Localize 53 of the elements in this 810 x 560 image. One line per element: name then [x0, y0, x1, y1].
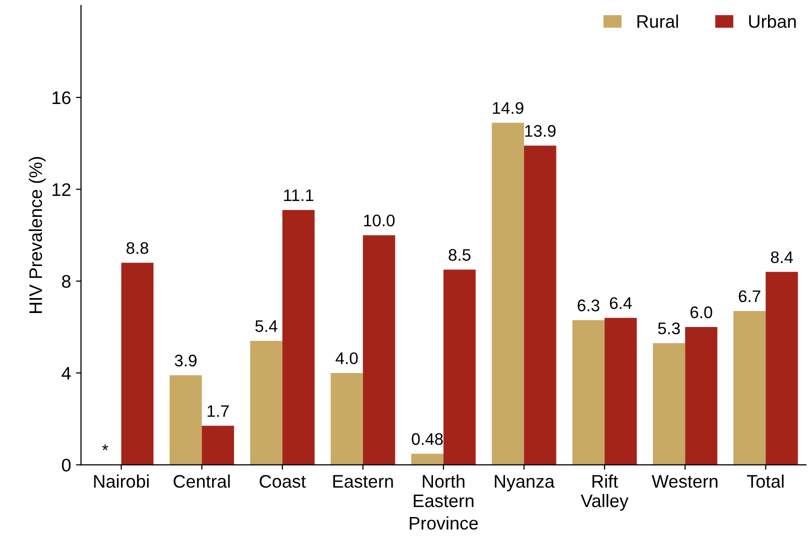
bar: [604, 318, 637, 465]
x-tick-label: Coast: [260, 475, 306, 488]
data-label: 10.0: [364, 214, 395, 226]
bar: [250, 340, 282, 465]
y-tick-label: 0: [62, 458, 71, 472]
bar: [524, 146, 556, 465]
text: *: [102, 444, 108, 450]
data-label: 8.4: [770, 251, 793, 264]
bar: [443, 270, 476, 465]
bar: [652, 343, 686, 465]
x-tick-label: Eastern: [333, 475, 393, 488]
y-tick-label: 12: [52, 183, 70, 196]
data-label: 3.9: [174, 354, 197, 366]
x-tick-label: Western: [652, 475, 718, 488]
bar: [170, 375, 202, 465]
bar: [766, 272, 798, 465]
data-label: 5.3: [658, 322, 680, 334]
bar: [202, 426, 234, 465]
legend-label: Rural: [637, 14, 678, 28]
data-label: 1.7: [208, 405, 229, 417]
data-label: 4.0: [336, 352, 358, 364]
bar: [685, 327, 718, 465]
bar: [733, 310, 766, 465]
bar: [282, 210, 315, 465]
data-label: 8.5: [448, 249, 470, 261]
bar: [362, 235, 396, 465]
data-label: 13.9: [525, 125, 556, 137]
bar: [121, 262, 154, 465]
data-label: 5.4: [255, 320, 278, 332]
x-tick-label: Nyanza: [494, 475, 555, 492]
data-label: 6.0: [690, 306, 712, 318]
y-tick-label: 8: [62, 275, 70, 288]
data-label: 8.8: [126, 242, 148, 254]
legend-label: Urban: [749, 14, 796, 28]
x-tick-label: Nairobi: [94, 474, 149, 488]
data-label: 0.48: [412, 433, 443, 445]
bar: [492, 122, 524, 465]
data-label: 6.4: [610, 297, 632, 310]
y-axis-title: HIV Prevalence (%): [28, 157, 46, 313]
x-axis-title: Province: [410, 516, 478, 530]
y-tick-label: 4: [62, 367, 71, 380]
data-label: 11.1: [284, 190, 314, 201]
x-tick-label: North Eastern: [414, 474, 474, 508]
bar: [330, 372, 363, 465]
y-tick-label: 16: [52, 91, 70, 104]
bar: [572, 320, 605, 465]
x-tick-label: Central: [174, 474, 230, 488]
x-tick-label: Rift Valley: [580, 474, 628, 511]
data-label: 14.9: [492, 102, 524, 114]
data-label: 6.7: [738, 290, 760, 302]
data-label: 6.3: [578, 300, 600, 312]
x-tick-label: Total: [747, 474, 784, 488]
bar: [411, 454, 444, 465]
